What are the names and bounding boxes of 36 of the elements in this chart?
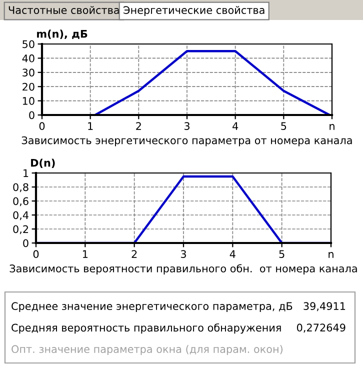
text: 0,272649 xyxy=(296,324,346,333)
y-tick-label: 50 xyxy=(22,40,34,48)
x-tick-label: 2 xyxy=(136,122,141,130)
x-axis-title: Зависимость вероятности правильного обн. от номера канала xyxy=(10,264,357,274)
x-tick-label: n xyxy=(330,124,334,130)
y-tick-label: 20 xyxy=(22,82,34,91)
y-tick-label: 1 xyxy=(24,169,28,177)
text: Частотные свойства xyxy=(8,6,119,14)
y-axis-title: m(n), дБ xyxy=(37,30,88,40)
text: Опт. значение параметра окна (для парам. окон) xyxy=(12,344,282,356)
x-tick-label: 5 xyxy=(281,122,286,130)
text: 39,4911 xyxy=(304,302,346,312)
y-axis-title: D(n) xyxy=(31,158,55,168)
y-tick-label: 10 xyxy=(22,97,34,105)
x-tick-label: 4 xyxy=(232,122,238,130)
y-tick-label: 0 xyxy=(29,111,34,120)
x-tick-label: 1 xyxy=(82,250,88,258)
x-tick-label: 1 xyxy=(88,122,93,130)
x-axis-title: Зависимость энергетического параметра от номера канала xyxy=(22,136,352,146)
y-tick-label: 40 xyxy=(22,54,34,62)
x-tick-label: 4 xyxy=(230,250,236,258)
x-tick-label: 5 xyxy=(279,250,284,258)
text: Средняя вероятность правильного обнаружения xyxy=(12,323,281,334)
x-tick-label: 3 xyxy=(184,122,190,130)
y-tick-label: 0 xyxy=(23,239,28,248)
y-tick-label: 0,4 xyxy=(13,211,28,220)
y-tick-label: 0,2 xyxy=(13,225,28,234)
x-tick-label: 3 xyxy=(180,250,186,258)
x-tick-label: n xyxy=(328,252,334,258)
x-tick-label: 2 xyxy=(132,250,137,258)
y-tick-label: 30 xyxy=(22,68,34,77)
text: Среднее значение энергетического параметра, дБ xyxy=(12,302,292,312)
y-tick-label: 0,6 xyxy=(13,197,28,206)
text: Энергетические свойства xyxy=(124,6,264,16)
x-tick-label: 0 xyxy=(39,122,45,130)
y-tick-label: 0,8 xyxy=(13,183,28,192)
